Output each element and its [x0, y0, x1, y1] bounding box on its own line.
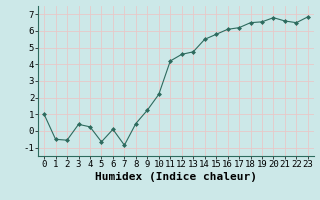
- X-axis label: Humidex (Indice chaleur): Humidex (Indice chaleur): [95, 172, 257, 182]
